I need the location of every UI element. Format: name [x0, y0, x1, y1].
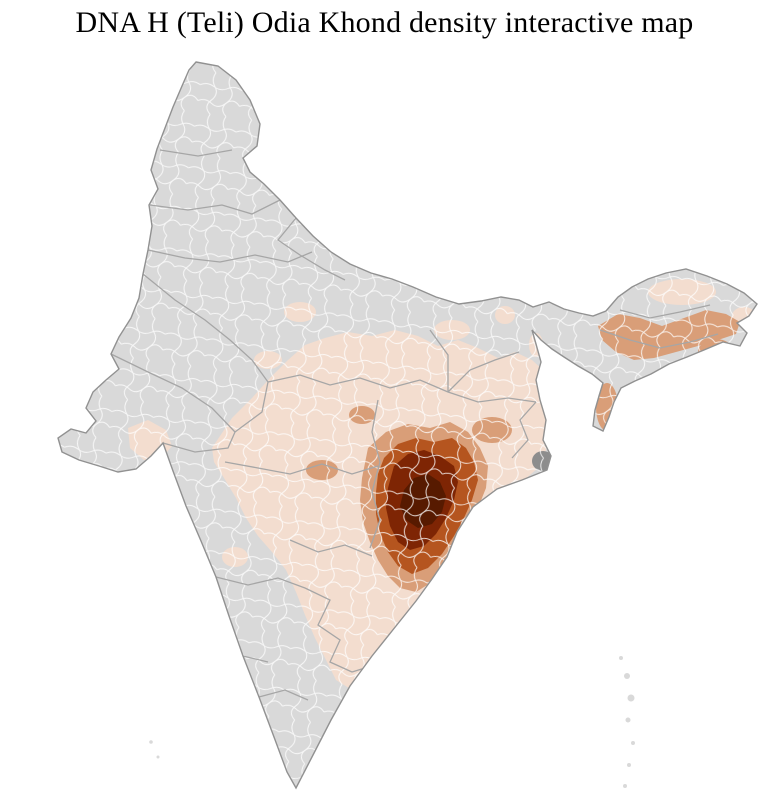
map-title: DNA H (Teli) Odia Khond density interact… — [75, 6, 694, 39]
state-boundaries — [110, 149, 719, 701]
lakshadweep-islands[interactable] — [149, 740, 160, 759]
andaman-nicobar-islands[interactable] — [619, 656, 635, 788]
